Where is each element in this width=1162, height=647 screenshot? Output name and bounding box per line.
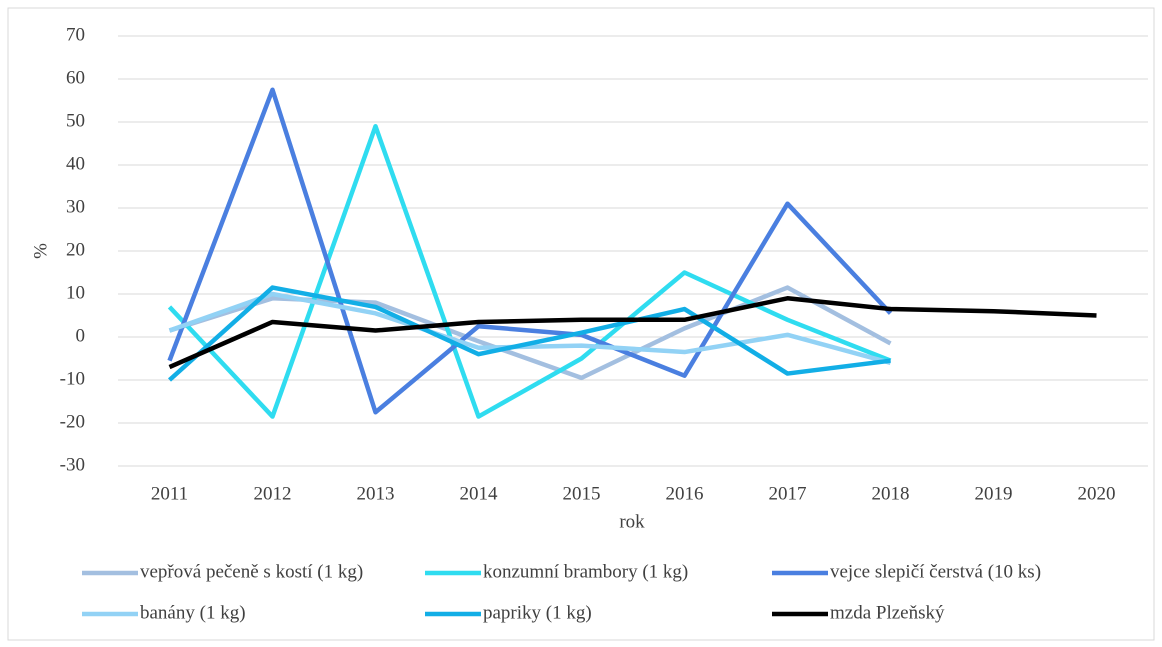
x-tick-label: 2013 bbox=[357, 483, 395, 504]
x-tick-label: 2016 bbox=[666, 483, 704, 504]
y-tick-label: 10 bbox=[66, 282, 85, 303]
y-tick-label: 20 bbox=[66, 239, 85, 260]
x-tick-label: 2015 bbox=[563, 483, 601, 504]
legend-label: papriky (1 kg) bbox=[483, 602, 592, 623]
series-line bbox=[168, 296, 1097, 370]
legend-label: konzumní brambory (1 kg) bbox=[483, 561, 688, 582]
y-tick-label: 70 bbox=[66, 24, 85, 45]
series-line bbox=[168, 291, 892, 365]
series-line bbox=[167, 87, 893, 415]
chart-border bbox=[7, 7, 1155, 641]
series-line bbox=[167, 285, 891, 382]
y-tick-label: 50 bbox=[66, 110, 85, 131]
x-tick-label: 2020 bbox=[1078, 483, 1116, 504]
y-tick-label: -20 bbox=[60, 411, 85, 432]
x-tick-label: 2019 bbox=[975, 483, 1013, 504]
y-tick-label: 0 bbox=[76, 325, 86, 346]
x-tick-label: 2011 bbox=[151, 483, 188, 504]
y-tick-label: 60 bbox=[66, 67, 85, 88]
series-line bbox=[167, 124, 892, 419]
y-tick-label: -10 bbox=[60, 368, 85, 389]
y-tick-label: -30 bbox=[60, 454, 85, 475]
y-axis-label: % bbox=[30, 243, 51, 259]
legend-label: mzda Plzeňský bbox=[830, 602, 945, 623]
x-tick-label: 2012 bbox=[254, 483, 292, 504]
x-tick-label: 2014 bbox=[460, 483, 499, 504]
legend-label: banány (1 kg) bbox=[140, 602, 246, 623]
legend-label: vepřová pečeně s kostí (1 kg) bbox=[140, 561, 363, 582]
y-tick-label: 30 bbox=[66, 196, 85, 217]
x-axis-label: rok bbox=[619, 511, 645, 532]
x-tick-label: 2017 bbox=[769, 483, 807, 504]
legend-label: vejce slepičí čerstvá (10 ks) bbox=[830, 561, 1041, 582]
x-tick-label: 2018 bbox=[872, 483, 910, 504]
y-tick-label: 40 bbox=[66, 153, 85, 174]
